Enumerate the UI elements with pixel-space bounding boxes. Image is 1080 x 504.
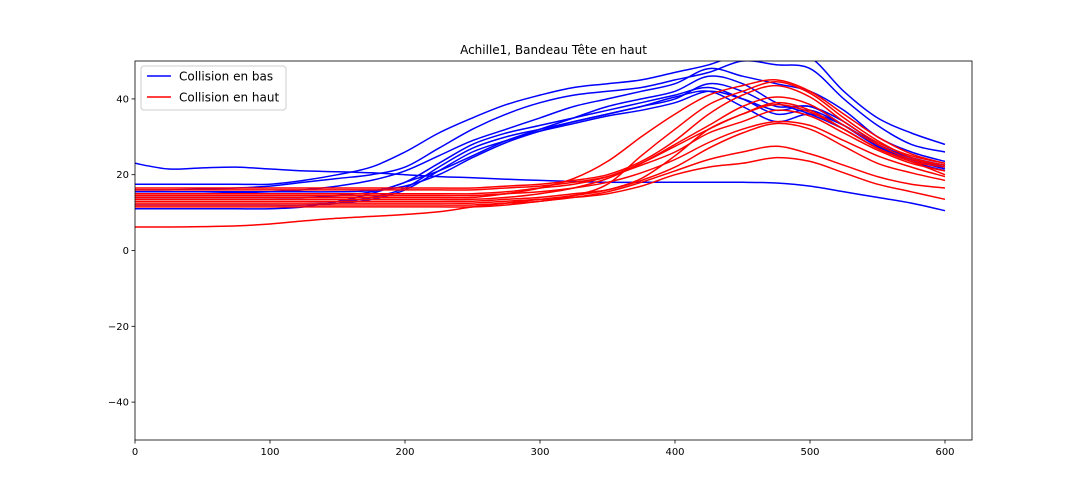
legend-box	[140, 65, 287, 111]
series-line-14	[135, 120, 946, 197]
legend: Collision en bas Collision en haut	[140, 65, 287, 111]
series-line-15	[135, 109, 946, 191]
y-tick-label: 20	[116, 170, 129, 181]
chart-title: Achille1, Bandeau Tête en haut	[460, 43, 647, 57]
series-line-2	[135, 61, 946, 186]
series-line-13	[135, 122, 946, 203]
series-line-17	[135, 96, 946, 201]
x-tick-label: 200	[395, 447, 414, 458]
series-line-19	[135, 81, 946, 206]
x-tick-label: 0	[132, 447, 138, 458]
plot-frame	[134, 60, 973, 441]
series-line-11	[135, 156, 946, 204]
legend-label: Collision en bas	[179, 70, 273, 84]
series-line-9	[135, 90, 946, 193]
x-tick-label: 600	[935, 447, 954, 458]
y-tick-label: 40	[116, 94, 129, 105]
series-line-18	[135, 84, 946, 189]
y-tick-label: 0	[123, 246, 129, 257]
x-tick-label: 400	[665, 447, 684, 458]
series-line-1	[135, 162, 946, 212]
series-line-20	[135, 79, 946, 199]
x-tick-label: 500	[800, 447, 819, 458]
x-tick-label: 300	[530, 447, 549, 458]
legend-label: Collision en haut	[179, 91, 279, 105]
y-tick-label: −20	[108, 322, 129, 333]
x-tick-label: 100	[260, 447, 279, 458]
series-line-3	[135, 61, 946, 191]
y-tick-label: −40	[108, 398, 129, 409]
